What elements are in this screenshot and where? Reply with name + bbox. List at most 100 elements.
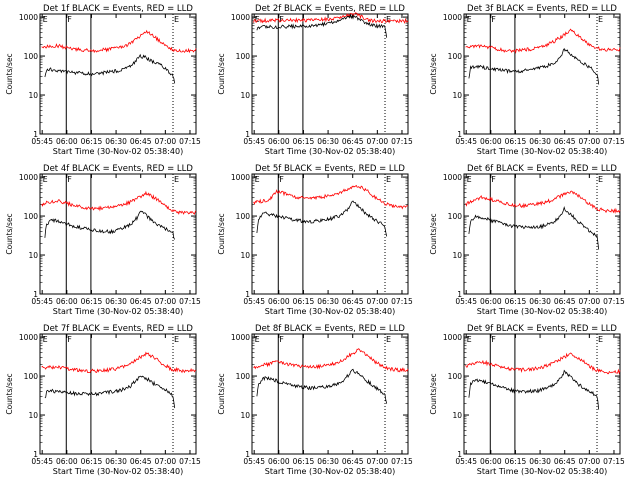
interval-marker-label: E [598,15,603,24]
plot-frame [39,173,197,295]
x-tick-label: 07:00 [367,137,389,146]
y-tick-label: 10 [452,91,462,100]
interval-marker-label: F [279,335,284,344]
x-tick-label: 07:00 [155,457,177,466]
x-tick-label: 06:30 [529,457,551,466]
x-tick-label: 06:00 [268,457,290,466]
x-tick-label: 05:45 [243,297,265,306]
x-tick-label: 06:45 [554,137,576,146]
events-series-line [256,368,388,404]
interval-marker-label: F [491,15,496,24]
x-tick-label: 06:15 [81,297,103,306]
y-tick-label: 1000 [443,173,462,182]
x-tick-label: 07:15 [391,457,413,466]
interval-marker-label: F [491,335,496,344]
y-tick-label: 100 [236,52,251,61]
interval-marker-label: F [279,175,284,184]
x-tick-label: 07:00 [155,137,177,146]
plot-frame [463,13,621,135]
y-tick-label: 1 [457,450,462,459]
x-tick-label: 07:15 [603,297,625,306]
x-tick-label: 06:30 [529,297,551,306]
events-series-line [256,13,388,38]
x-axis-label: Start Time (30-Nov-02 05:38:40) [53,467,183,476]
plot-frame [463,333,621,455]
y-tick-label: 10 [240,91,250,100]
x-tick-label: 07:00 [579,137,601,146]
interval-marker-label: E [386,335,391,344]
interval-marker-label: F [279,15,284,24]
x-tick-label: 07:00 [155,297,177,306]
lld-series-line [253,184,409,210]
x-tick-label: 06:00 [480,457,502,466]
y-tick-label: 10 [28,251,38,260]
chart-title: Det 2f BLACK = Events, RED = LLD [255,4,405,14]
interval-marker-label: E [386,15,391,24]
interval-marker-label: E [255,175,260,184]
y-tick-label: 1000 [19,333,38,342]
x-tick-label: 06:45 [130,297,152,306]
y-tick-label: 100 [448,372,463,381]
x-tick-label: 06:15 [505,457,527,466]
y-axis-label: Counts/sec [217,213,226,254]
y-tick-label: 100 [24,372,39,381]
plot-frame [39,13,197,135]
x-tick-label: 06:00 [56,297,78,306]
y-tick-label: 1 [457,290,462,299]
x-tick-label: 06:45 [554,297,576,306]
x-tick-label: 06:15 [505,137,527,146]
chart-title: Det 7f BLACK = Events, RED = LLD [43,324,193,334]
chart-title: Det 8f BLACK = Events, RED = LLD [255,324,405,334]
chart-panel-5: Det 5f BLACK = Events, RED = LLD 1 10 100 10… [217,164,413,316]
x-tick-label: 07:15 [391,137,413,146]
chart-panel-2: Det 2f BLACK = Events, RED = LLD 1 10 100 10… [217,4,413,156]
x-tick-label: 05:45 [31,137,53,146]
lld-series-line [41,351,197,374]
interval-marker-label: E [174,15,179,24]
x-tick-label: 06:45 [342,457,364,466]
x-tick-label: 06:15 [505,297,527,306]
interval-marker-label: E [255,335,260,344]
lld-series-line [465,352,621,375]
y-tick-label: 1000 [443,333,462,342]
plot-frame [251,333,409,455]
lld-series-line [253,348,409,373]
x-tick-label: 07:15 [603,457,625,466]
x-tick-label: 07:15 [603,137,625,146]
x-tick-label: 06:00 [268,297,290,306]
x-tick-label: 06:00 [56,457,78,466]
interval-marker-label: E [255,15,260,24]
interval-marker-label: F [491,175,496,184]
x-tick-label: 06:15 [81,137,103,146]
y-axis-label: Counts/sec [429,53,438,94]
x-tick-label: 06:15 [293,457,315,466]
interval-marker-label: E [598,335,603,344]
x-axis-label: Start Time (30-Nov-02 05:38:40) [53,147,183,156]
chart-panel-4: Det 4f BLACK = Events, RED = LLD 1 10 100 10… [5,164,201,316]
x-tick-label: 05:45 [31,457,53,466]
events-series-line [44,53,176,84]
y-tick-label: 1000 [231,13,250,22]
y-tick-label: 1000 [443,13,462,22]
interval-marker-label: E [386,175,391,184]
x-tick-label: 05:45 [31,297,53,306]
plot-frame [251,173,409,295]
y-tick-label: 10 [28,91,38,100]
y-axis-label: Counts/sec [217,373,226,414]
chart-panel-3: Det 3f BLACK = Events, RED = LLD 1 10 100 10… [429,4,625,156]
y-tick-label: 1 [33,130,38,139]
y-tick-label: 1000 [19,173,38,182]
interval-marker-label: F [67,335,72,344]
x-axis-label: Start Time (30-Nov-02 05:38:40) [477,147,607,156]
x-tick-label: 06:30 [105,297,127,306]
interval-marker-label: E [43,15,48,24]
y-tick-label: 100 [236,212,251,221]
x-tick-label: 06:15 [293,137,315,146]
y-tick-label: 100 [448,52,463,61]
y-tick-label: 1 [33,450,38,459]
y-tick-label: 100 [236,372,251,381]
y-axis-label: Counts/sec [429,373,438,414]
events-series-line [468,205,600,250]
